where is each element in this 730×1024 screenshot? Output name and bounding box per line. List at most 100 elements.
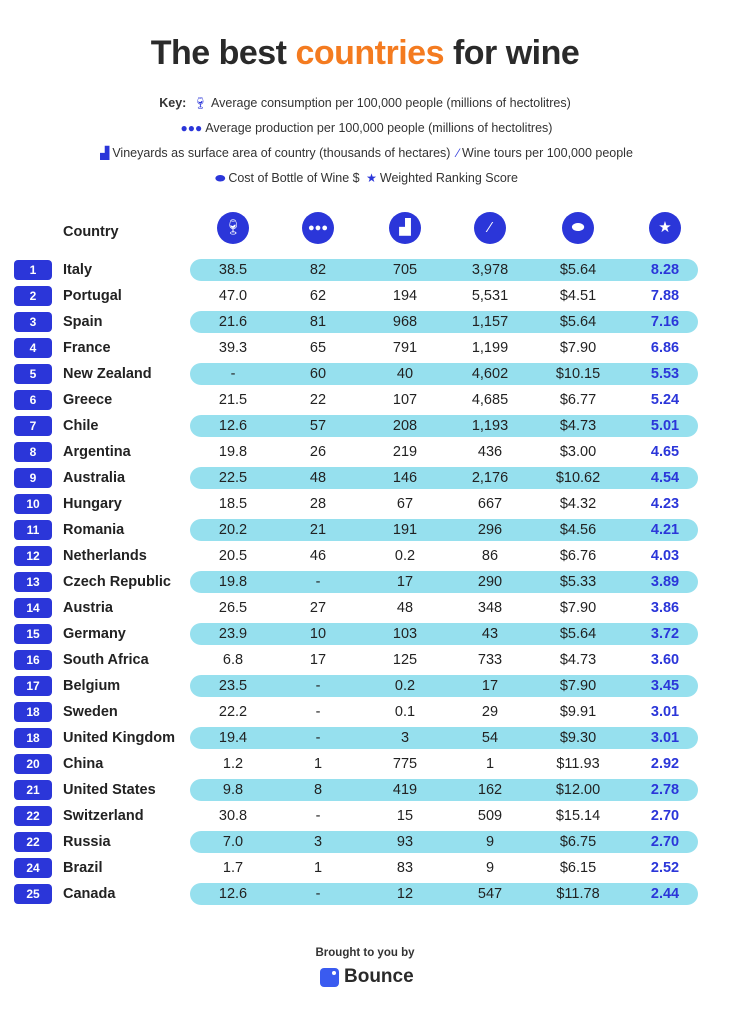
vineyards-cell: 0.2 <box>394 678 416 694</box>
wine-tours-cell: 290 <box>477 574 503 590</box>
vineyards-cell: 705 <box>392 262 418 278</box>
score-cell: 2.92 <box>650 756 680 772</box>
country-name: Chile <box>63 418 99 434</box>
wine-tours-cell: 29 <box>481 704 499 720</box>
country-name: Austria <box>63 600 113 616</box>
production-cell: 1 <box>313 860 323 876</box>
key-item: Weighted Ranking Score <box>379 171 518 185</box>
vineyards-cell: 3 <box>400 730 410 746</box>
vineyards-cell: 775 <box>392 756 418 772</box>
key-line: ●●● Average production per 100,000 people… <box>0 121 730 135</box>
consumption-cell: 21.5 <box>218 392 248 408</box>
row-stripe <box>190 883 698 905</box>
bottle-cost-cell: $10.15 <box>555 366 601 382</box>
table-row: 6 Greece 21.5 22 107 4,685 $6.77 5.24 <box>0 389 730 411</box>
vineyards-cell: 12 <box>396 886 414 902</box>
page-title: The best countries for wine <box>0 34 730 73</box>
production-cell: 22 <box>309 392 327 408</box>
score-cell: 3.45 <box>650 678 680 694</box>
wine-tours-cell: 5,531 <box>471 288 509 304</box>
score-cell: 2.52 <box>650 860 680 876</box>
production-cell: 3 <box>313 834 323 850</box>
score-cell: 6.86 <box>650 340 680 356</box>
consumption-cell: 1.7 <box>222 860 244 876</box>
key-item: Average consumption per 100,000 people (… <box>211 96 571 110</box>
score-cell: 3.01 <box>650 730 680 746</box>
wine-tours-cell: 667 <box>477 496 503 512</box>
score-cell: 5.53 <box>650 366 680 382</box>
table-row: 17 Belgium 23.5 - 0.2 17 $7.90 3.45 <box>0 675 730 697</box>
row-stripe <box>190 623 698 645</box>
consumption-cell: 7.0 <box>222 834 244 850</box>
production-cell: 60 <box>309 366 327 382</box>
table-row: 2 Portugal 47.0 62 194 5,531 $4.51 7.88 <box>0 285 730 307</box>
rank-badge: 10 <box>14 494 52 514</box>
score-cell: 2.70 <box>650 834 680 850</box>
country-name: Czech Republic <box>63 574 171 590</box>
key-line: Key: 🍷︎ Average consumption per 100,000 p… <box>0 96 730 110</box>
wine-tours-cell: 3,978 <box>471 262 509 278</box>
bottle-cost-cell: $5.64 <box>559 314 597 330</box>
wine-tours-cell: 86 <box>481 548 499 564</box>
vineyards-cell: 0.1 <box>394 704 416 720</box>
country-name: Romania <box>63 522 125 538</box>
row-stripe <box>190 259 698 281</box>
score-cell: 3.60 <box>650 652 680 668</box>
production-cell: 17 <box>309 652 327 668</box>
bottle-cost-cell: $6.75 <box>559 834 597 850</box>
wine-tours-cell: 1,193 <box>471 418 509 434</box>
consumption-cell: 38.5 <box>218 262 248 278</box>
consumption-cell: 23.5 <box>218 678 248 694</box>
table-row: 14 Austria 26.5 27 48 348 $7.90 3.86 <box>0 597 730 619</box>
production-cell: 21 <box>309 522 327 538</box>
wine-bottle-icon: ⁄ <box>456 146 459 160</box>
table-row: 24 Brazil 1.7 1 83 9 $6.15 2.52 <box>0 857 730 879</box>
country-name: United States <box>63 782 156 798</box>
wine-tours-cell: 1,199 <box>471 340 509 356</box>
wine-tours-cell: 54 <box>481 730 499 746</box>
production-cell: 46 <box>309 548 327 564</box>
consumption-cell: 22.5 <box>218 470 248 486</box>
rank-badge: 17 <box>14 676 52 696</box>
rank-badge: 15 <box>14 624 52 644</box>
vineyards-cell: 103 <box>392 626 418 642</box>
vineyards-cell: 15 <box>396 808 414 824</box>
bottle-cost-cell: $5.64 <box>559 262 597 278</box>
consumption-cell: 9.8 <box>222 782 244 798</box>
key-line: ⬬ Cost of Bottle of Wine $ ★ Weighted Rank… <box>0 171 730 186</box>
country-name: Sweden <box>63 704 118 720</box>
wine-tours-cell: 1,157 <box>471 314 509 330</box>
country-name: Brazil <box>63 860 103 876</box>
row-stripe <box>190 675 698 697</box>
rank-badge: 24 <box>14 858 52 878</box>
production-cell: 27 <box>309 600 327 616</box>
wine-glass-icon: 🍷︎ <box>217 212 249 244</box>
table-row: 18 United Kingdom 19.4 - 3 54 $9.30 3.01 <box>0 727 730 749</box>
table-row: 7 Chile 12.6 57 208 1,193 $4.73 5.01 <box>0 415 730 437</box>
rank-badge: 4 <box>14 338 52 358</box>
key-item: Average production per 100,000 people (m… <box>205 121 553 135</box>
score-cell: 4.54 <box>650 470 680 486</box>
vineyards-cell: 17 <box>396 574 414 590</box>
country-name: United Kingdom <box>63 730 175 746</box>
rank-badge: 12 <box>14 546 52 566</box>
table-row: 22 Russia 7.0 3 93 9 $6.75 2.70 <box>0 831 730 853</box>
rank-badge: 20 <box>14 754 52 774</box>
country-name: Australia <box>63 470 126 486</box>
rank-badge: 13 <box>14 572 52 592</box>
rank-badge: 18 <box>14 702 52 722</box>
production-cell: 81 <box>309 314 327 330</box>
consumption-cell: 30.8 <box>218 808 248 824</box>
wine-tours-cell: 509 <box>477 808 503 824</box>
table-row: 9 Australia 22.5 48 146 2,176 $10.62 4.54 <box>0 467 730 489</box>
bottle-cost-cell: $6.77 <box>559 392 597 408</box>
wine-tours-cell: 547 <box>477 886 503 902</box>
wine-tours-cell: 162 <box>477 782 503 798</box>
vineyards-cell: 191 <box>392 522 418 538</box>
consumption-cell: 21.6 <box>218 314 248 330</box>
score-cell: 4.23 <box>650 496 680 512</box>
vineyards-cell: 419 <box>392 782 418 798</box>
rank-badge: 2 <box>14 286 52 306</box>
rank-badge: 14 <box>14 598 52 618</box>
vineyards-cell: 40 <box>396 366 414 382</box>
